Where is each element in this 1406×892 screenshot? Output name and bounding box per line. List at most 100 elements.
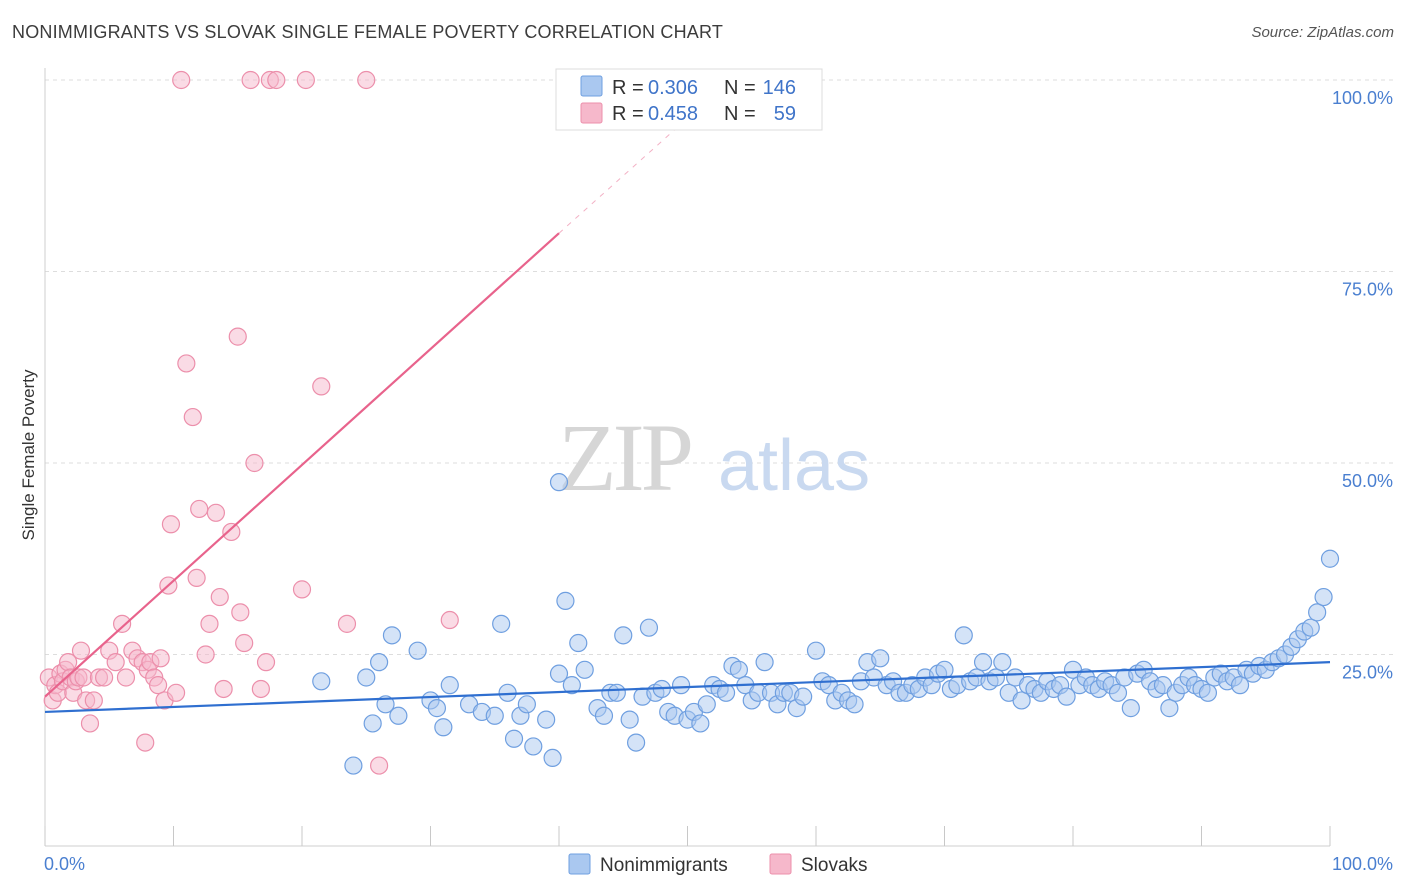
nonimmigrants-trend-line — [44, 661, 1331, 714]
nonimmigrants-point-118 — [1160, 699, 1179, 718]
slovaks-point-52 — [251, 679, 270, 699]
legend-r-label-2: R = — [612, 103, 644, 125]
nonimmigrants-point-69 — [845, 695, 864, 714]
nonimmigrants-point-50 — [716, 683, 736, 702]
slovaks-point-49 — [235, 633, 254, 653]
nonimmigrants-point-27 — [562, 676, 581, 695]
slovaks-point-12 — [71, 641, 91, 660]
nonimmigrants-point-25 — [549, 473, 569, 492]
slovaks-point-56 — [292, 580, 312, 599]
chart-title: NONIMMIGRANTS VS SLOVAK SINGLE FEMALE PO… — [12, 22, 724, 42]
y-axis-title: Single Female Poverty — [19, 369, 38, 541]
legend-r-value-1: 0.306 — [648, 77, 698, 99]
slovaks-point-38 — [183, 407, 202, 427]
watermark-atlas: atlas — [718, 426, 870, 506]
nonimmigrants-point-0 — [312, 672, 331, 691]
legend-n-value-2: 59 — [774, 103, 796, 125]
nonimmigrants-point-18 — [504, 729, 524, 748]
slovaks-point-34 — [161, 515, 181, 534]
nonimmigrants-point-91 — [986, 668, 1006, 687]
nonimmigrants-point-15 — [485, 706, 504, 725]
nonimmigrants-point-36 — [626, 733, 646, 752]
legend-n-value-1: 146 — [763, 77, 796, 99]
nonimmigrants-point-29 — [575, 660, 594, 679]
nonimmigrants-point-92 — [993, 653, 1012, 672]
nonimmigrants-point-12 — [440, 676, 459, 695]
slovaks-point-37 — [177, 354, 196, 373]
nonimmigrants-point-33 — [607, 683, 626, 702]
nonimmigrants-point-73 — [871, 649, 890, 668]
nonimmigrants-point-142 — [1314, 587, 1333, 607]
nonimmigrants-point-46 — [691, 714, 710, 733]
slovaks-point-22 — [116, 668, 136, 687]
nonimmigrants-point-22 — [537, 710, 556, 729]
nonimmigrants-point-16 — [492, 614, 511, 633]
y-tick-labels: 25.0% 50.0% 75.0% 100.0% — [1332, 88, 1393, 683]
slovaks-point-16 — [84, 691, 103, 710]
slovaks-point-41 — [196, 645, 215, 664]
slovaks-point-46 — [222, 522, 241, 542]
y-tick-label-2: 75.0% — [1342, 280, 1393, 300]
nonimmigrants-point-112 — [1121, 699, 1140, 718]
series-legend: Nonimmigrants Slovaks — [568, 853, 868, 876]
slovaks-points — [39, 70, 459, 775]
slovaks-point-20 — [106, 653, 125, 672]
nonimmigrants-point-4 — [370, 653, 389, 672]
slovaks-point-51 — [245, 453, 264, 473]
bottom-legend-swatch-blue — [568, 853, 591, 875]
x-tick-label-left: 0.0% — [44, 854, 85, 874]
axes — [44, 68, 1331, 847]
nonimmigrants-point-34 — [614, 626, 633, 645]
slovaks-point-58 — [312, 377, 331, 396]
correlation-legend: R = 0.306 N = 146 R = 0.458 N = 59 — [555, 68, 823, 131]
slovaks-point-48 — [231, 603, 250, 622]
nonimmigrants-point-43 — [671, 676, 691, 695]
nonimmigrants-point-5 — [376, 695, 395, 714]
legend-r-value-2: 0.458 — [648, 103, 698, 125]
nonimmigrants-point-47 — [697, 695, 716, 714]
nonimmigrants-point-8 — [408, 641, 427, 660]
nonimmigrants-point-11 — [434, 718, 453, 737]
bottom-legend-swatch-pink — [769, 853, 792, 875]
y-tick-label-3: 100.0% — [1332, 88, 1393, 108]
slovaks-point-60 — [357, 70, 376, 90]
legend-swatch-pink — [580, 102, 603, 124]
slovaks-trend-extension — [558, 117, 688, 234]
nonimmigrants-point-35 — [620, 710, 639, 729]
nonimmigrants-point-140 — [1301, 618, 1320, 637]
watermark: ZIP atlas — [558, 404, 870, 511]
slovaks-point-53 — [256, 653, 276, 672]
nonimmigrants-point-21 — [524, 737, 543, 756]
nonimmigrants-point-86 — [954, 626, 973, 645]
nonimmigrants-point-143 — [1320, 549, 1340, 568]
slovaks-point-21 — [112, 614, 132, 633]
slovaks-trend-line — [44, 232, 560, 698]
slovaks-point-57 — [296, 70, 315, 90]
nonimmigrants-point-52 — [729, 660, 749, 679]
nonimmigrants-point-83 — [935, 660, 954, 679]
legend-r-label-1: R = — [612, 77, 644, 99]
watermark-zip: ZIP — [558, 404, 691, 511]
nonimmigrants-point-7 — [389, 706, 408, 725]
slovaks-point-43 — [206, 503, 226, 522]
nonimmigrants-point-110 — [1108, 683, 1128, 702]
slovaks-point-40 — [190, 499, 209, 519]
slovaks-point-31 — [151, 649, 170, 668]
trend-lines — [44, 117, 1331, 714]
nonimmigrants-point-24 — [549, 664, 569, 683]
nonimmigrants-point-23 — [543, 748, 562, 768]
slovaks-point-61 — [370, 756, 389, 775]
source-label: Source: ZipAtlas.com — [1251, 24, 1394, 41]
nonimmigrants-point-3 — [363, 714, 382, 733]
grid-lines — [45, 79, 1393, 655]
slovaks-point-62 — [440, 610, 459, 630]
y-tick-label-1: 50.0% — [1342, 471, 1393, 491]
slovaks-point-59 — [337, 614, 357, 633]
slovaks-point-18 — [95, 668, 114, 687]
slovaks-point-39 — [187, 568, 206, 588]
nonimmigrants-point-95 — [1012, 691, 1031, 710]
nonimmigrants-point-31 — [594, 706, 614, 725]
nonimmigrants-point-26 — [556, 591, 575, 610]
nonimmigrants-point-62 — [794, 687, 813, 706]
nonimmigrants-points — [312, 473, 1340, 775]
